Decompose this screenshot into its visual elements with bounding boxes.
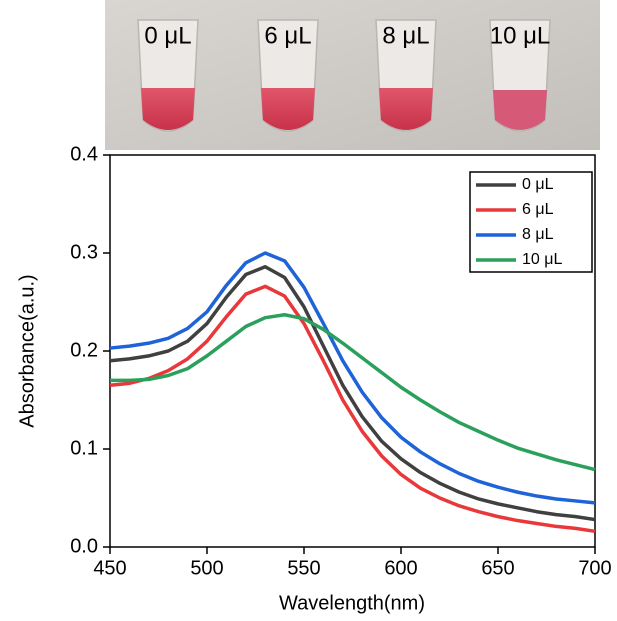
series-line bbox=[109, 284, 596, 534]
series-line bbox=[109, 264, 596, 522]
y-tick-label: 0.1 bbox=[70, 437, 98, 459]
y-tick-label: 0.4 bbox=[70, 143, 98, 165]
photo-label: 10 μL bbox=[490, 22, 551, 49]
x-tick-label: 550 bbox=[287, 557, 320, 579]
legend-label: 6 μL bbox=[522, 201, 554, 218]
x-axis-title: Wavelength(nm) bbox=[279, 592, 425, 614]
x-tick-label: 600 bbox=[384, 557, 417, 579]
legend-label: 0 μL bbox=[522, 176, 554, 193]
x-tick-label: 650 bbox=[481, 557, 514, 579]
legend-box bbox=[469, 171, 593, 273]
photo-label: 0 μL bbox=[144, 22, 191, 49]
photo bbox=[105, 0, 600, 150]
y-tick-label: 0.2 bbox=[70, 339, 98, 361]
series-line bbox=[110, 312, 596, 472]
legend-label: 10 μL bbox=[522, 251, 562, 268]
legend-label: 8 μL bbox=[522, 226, 554, 243]
x-tick-label: 500 bbox=[190, 557, 223, 579]
y-tick-label: 0.0 bbox=[70, 535, 98, 557]
x-tick-label: 700 bbox=[578, 557, 611, 579]
y-tick-label: 0.3 bbox=[70, 241, 98, 263]
series-line bbox=[109, 251, 596, 505]
x-tick-label: 450 bbox=[93, 557, 126, 579]
photo-label: 6 μL bbox=[264, 22, 311, 49]
y-axis-title: Absorbance(a.u.) bbox=[16, 274, 38, 427]
photo-label: 8 μL bbox=[382, 22, 429, 49]
